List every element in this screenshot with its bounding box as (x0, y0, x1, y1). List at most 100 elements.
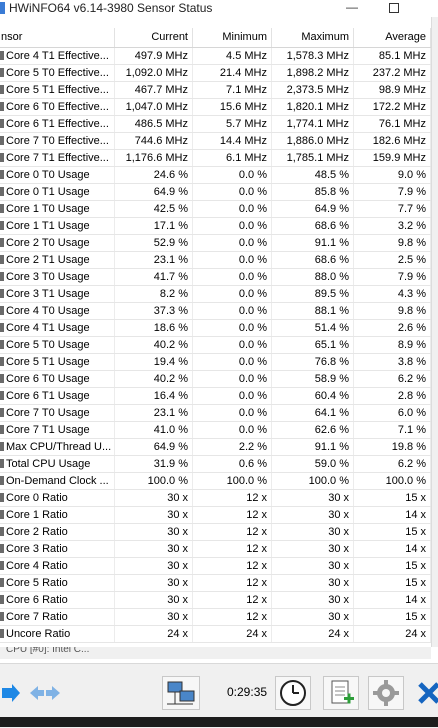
title-bar: HWiNFO64 v6.14-3980 Sensor Status — (0, 0, 438, 17)
sensor-icon (0, 255, 4, 264)
timer-button[interactable] (275, 676, 311, 710)
current-value: 31.9 % (115, 456, 193, 472)
minimum-value: 14.4 MHz (193, 133, 272, 149)
close-sensors-button[interactable] (414, 676, 438, 710)
table-row[interactable]: Core 7 T1 Usage 41.0 % 0.0 % 62.6 % 7.1 % (0, 422, 431, 439)
table-row[interactable]: Core 5 T0 Usage 40.2 % 0.0 % 65.1 % 8.9 % (0, 337, 431, 354)
maximum-value: 1,820.1 MHz (272, 99, 354, 115)
sensor-icon (0, 119, 4, 128)
current-value: 100.0 % (115, 473, 193, 489)
table-row[interactable]: Core 0 T0 Usage 24.6 % 0.0 % 48.5 % 9.0 % (0, 167, 431, 184)
sensor-icon (0, 221, 4, 230)
sensor-icon (0, 238, 4, 247)
network-button[interactable] (162, 676, 200, 710)
sensor-name: Core 2 T0 Usage (0, 235, 115, 251)
table-row[interactable]: Core 6 T1 Usage 16.4 % 0.0 % 60.4 % 2.8 % (0, 388, 431, 405)
sensor-name: Core 1 T0 Usage (0, 201, 115, 217)
table-row[interactable]: Core 6 T0 Usage 40.2 % 0.0 % 58.9 % 6.2 % (0, 371, 431, 388)
table-row[interactable]: Uncore Ratio 24 x 24 x 24 x 24 x (0, 626, 431, 643)
table-row[interactable]: Max CPU/Thread U... 64.9 % 2.2 % 91.1 % 19.8… (0, 439, 431, 456)
current-value: 497.9 MHz (115, 48, 193, 64)
table-row[interactable]: Core 2 T0 Usage 52.9 % 0.0 % 91.1 % 9.8 % (0, 235, 431, 252)
table-row[interactable]: Core 0 T1 Usage 64.9 % 0.0 % 85.8 % 7.9 % (0, 184, 431, 201)
sensor-icon (0, 442, 4, 451)
settings-button[interactable] (368, 676, 404, 710)
maximum-value: 88.0 % (272, 269, 354, 285)
minimum-value: 100.0 % (193, 473, 272, 489)
table-row[interactable]: Core 5 Ratio 30 x 12 x 30 x 15 x (0, 575, 431, 592)
minimize-button[interactable]: — (346, 0, 358, 14)
header-current[interactable]: Current (115, 28, 193, 47)
current-value: 40.2 % (115, 337, 193, 353)
table-row[interactable]: On-Demand Clock ... 100.0 % 100.0 % 100.0 %… (0, 473, 431, 490)
nav-arrows-button[interactable] (26, 676, 64, 710)
sensor-icon (0, 340, 4, 349)
minimum-value: 0.0 % (193, 303, 272, 319)
maximize-button[interactable] (380, 0, 408, 16)
table-row[interactable]: Total CPU Usage 31.9 % 0.6 % 59.0 % 6.2 % (0, 456, 431, 473)
table-row[interactable]: Core 4 T1 Effective... 497.9 MHz 4.5 MHz 1,… (0, 48, 431, 65)
sensor-label: Core 2 T0 Usage (6, 237, 90, 249)
sensor-name: Core 6 Ratio (0, 592, 115, 608)
average-value: 6.2 % (354, 456, 431, 472)
sensor-label: Total CPU Usage (6, 458, 91, 470)
table-row[interactable]: Core 4 Ratio 30 x 12 x 30 x 15 x (0, 558, 431, 575)
table-row[interactable]: Core 7 T1 Effective... 1,176.6 MHz 6.1 MHz… (0, 150, 431, 167)
table-row[interactable]: Core 7 Ratio 30 x 12 x 30 x 15 x (0, 609, 431, 626)
maximum-value: 64.1 % (272, 405, 354, 421)
vertical-scrollbar[interactable] (431, 17, 438, 647)
table-row[interactable]: Core 3 T0 Usage 41.7 % 0.0 % 88.0 % 7.9 % (0, 269, 431, 286)
table-row[interactable]: Core 2 T1 Usage 23.1 % 0.0 % 68.6 % 2.5 % (0, 252, 431, 269)
table-row[interactable]: Core 6 T0 Effective... 1,047.0 MHz 15.6 MH… (0, 99, 431, 116)
nav-arrows-icon (30, 686, 60, 700)
table-row[interactable]: Core 6 Ratio 30 x 12 x 30 x 14 x (0, 592, 431, 609)
table-row[interactable]: Core 4 T1 Usage 18.6 % 0.0 % 51.4 % 2.6 % (0, 320, 431, 337)
table-row[interactable]: Core 5 T0 Effective... 1,092.0 MHz 21.4 MH… (0, 65, 431, 82)
sensor-name: Core 3 T0 Usage (0, 269, 115, 285)
sensor-name: Core 0 T0 Usage (0, 167, 115, 183)
nav-forward-button[interactable] (0, 676, 22, 710)
table-row[interactable]: Core 1 T0 Usage 42.5 % 0.0 % 64.9 % 7.7 % (0, 201, 431, 218)
sensor-icon (0, 153, 4, 162)
table-row[interactable]: Core 7 T0 Effective... 744.6 MHz 14.4 MHz 1… (0, 133, 431, 150)
table-row[interactable]: Core 5 T1 Effective... 467.7 MHz 7.1 MHz 2,… (0, 82, 431, 99)
table-row[interactable]: Core 3 T1 Usage 8.2 % 0.0 % 89.5 % 4.3 % (0, 286, 431, 303)
header-average[interactable]: Average (354, 28, 431, 47)
sensor-label: Core 6 T1 Effective... (6, 118, 109, 130)
average-value: 7.9 % (354, 269, 431, 285)
header-minimum[interactable]: Minimum (193, 28, 272, 47)
average-value: 14 x (354, 541, 431, 557)
average-value: 15 x (354, 609, 431, 625)
table-row[interactable]: Core 4 T0 Usage 37.3 % 0.0 % 88.1 % 9.8 % (0, 303, 431, 320)
table-row[interactable]: Core 6 T1 Effective... 486.5 MHz 5.7 MHz 1,… (0, 116, 431, 133)
table-row[interactable]: Core 7 T0 Usage 23.1 % 0.0 % 64.1 % 6.0 % (0, 405, 431, 422)
maximum-value: 88.1 % (272, 303, 354, 319)
table-row[interactable]: Core 2 Ratio 30 x 12 x 30 x 15 x (0, 524, 431, 541)
sensor-icon (0, 527, 4, 536)
current-value: 30 x (115, 558, 193, 574)
minimum-value: 0.0 % (193, 405, 272, 421)
average-value: 7.1 % (354, 422, 431, 438)
sensor-name: Core 1 T1 Usage (0, 218, 115, 234)
report-button[interactable] (323, 676, 359, 710)
sensor-icon (0, 459, 4, 468)
table-row[interactable]: Core 0 Ratio 30 x 12 x 30 x 15 x (0, 490, 431, 507)
current-value: 1,092.0 MHz (115, 65, 193, 81)
maximum-value: 68.6 % (272, 252, 354, 268)
table-row[interactable]: Core 1 Ratio 30 x 12 x 30 x 14 x (0, 507, 431, 524)
table-row[interactable]: Core 5 T1 Usage 19.4 % 0.0 % 76.8 % 3.8 % (0, 354, 431, 371)
header-maximum[interactable]: Maximum (272, 28, 354, 47)
sensor-icon (0, 629, 4, 638)
sensor-label: Core 5 T1 Effective... (6, 84, 109, 96)
minimum-value: 12 x (193, 524, 272, 540)
minimum-value: 0.0 % (193, 371, 272, 387)
average-value: 98.9 MHz (354, 82, 431, 98)
minimum-value: 12 x (193, 575, 272, 591)
current-value: 42.5 % (115, 201, 193, 217)
sensor-label: Core 6 T0 Effective... (6, 101, 109, 113)
table-row[interactable]: Core 3 Ratio 30 x 12 x 30 x 14 x (0, 541, 431, 558)
sensor-group-header[interactable]: CPU [#0]: Intel C... (0, 647, 431, 659)
table-row[interactable]: Core 1 T1 Usage 17.1 % 0.0 % 68.6 % 3.2 % (0, 218, 431, 235)
header-sensor[interactable]: nsor (0, 28, 115, 47)
sensor-icon (0, 408, 4, 417)
